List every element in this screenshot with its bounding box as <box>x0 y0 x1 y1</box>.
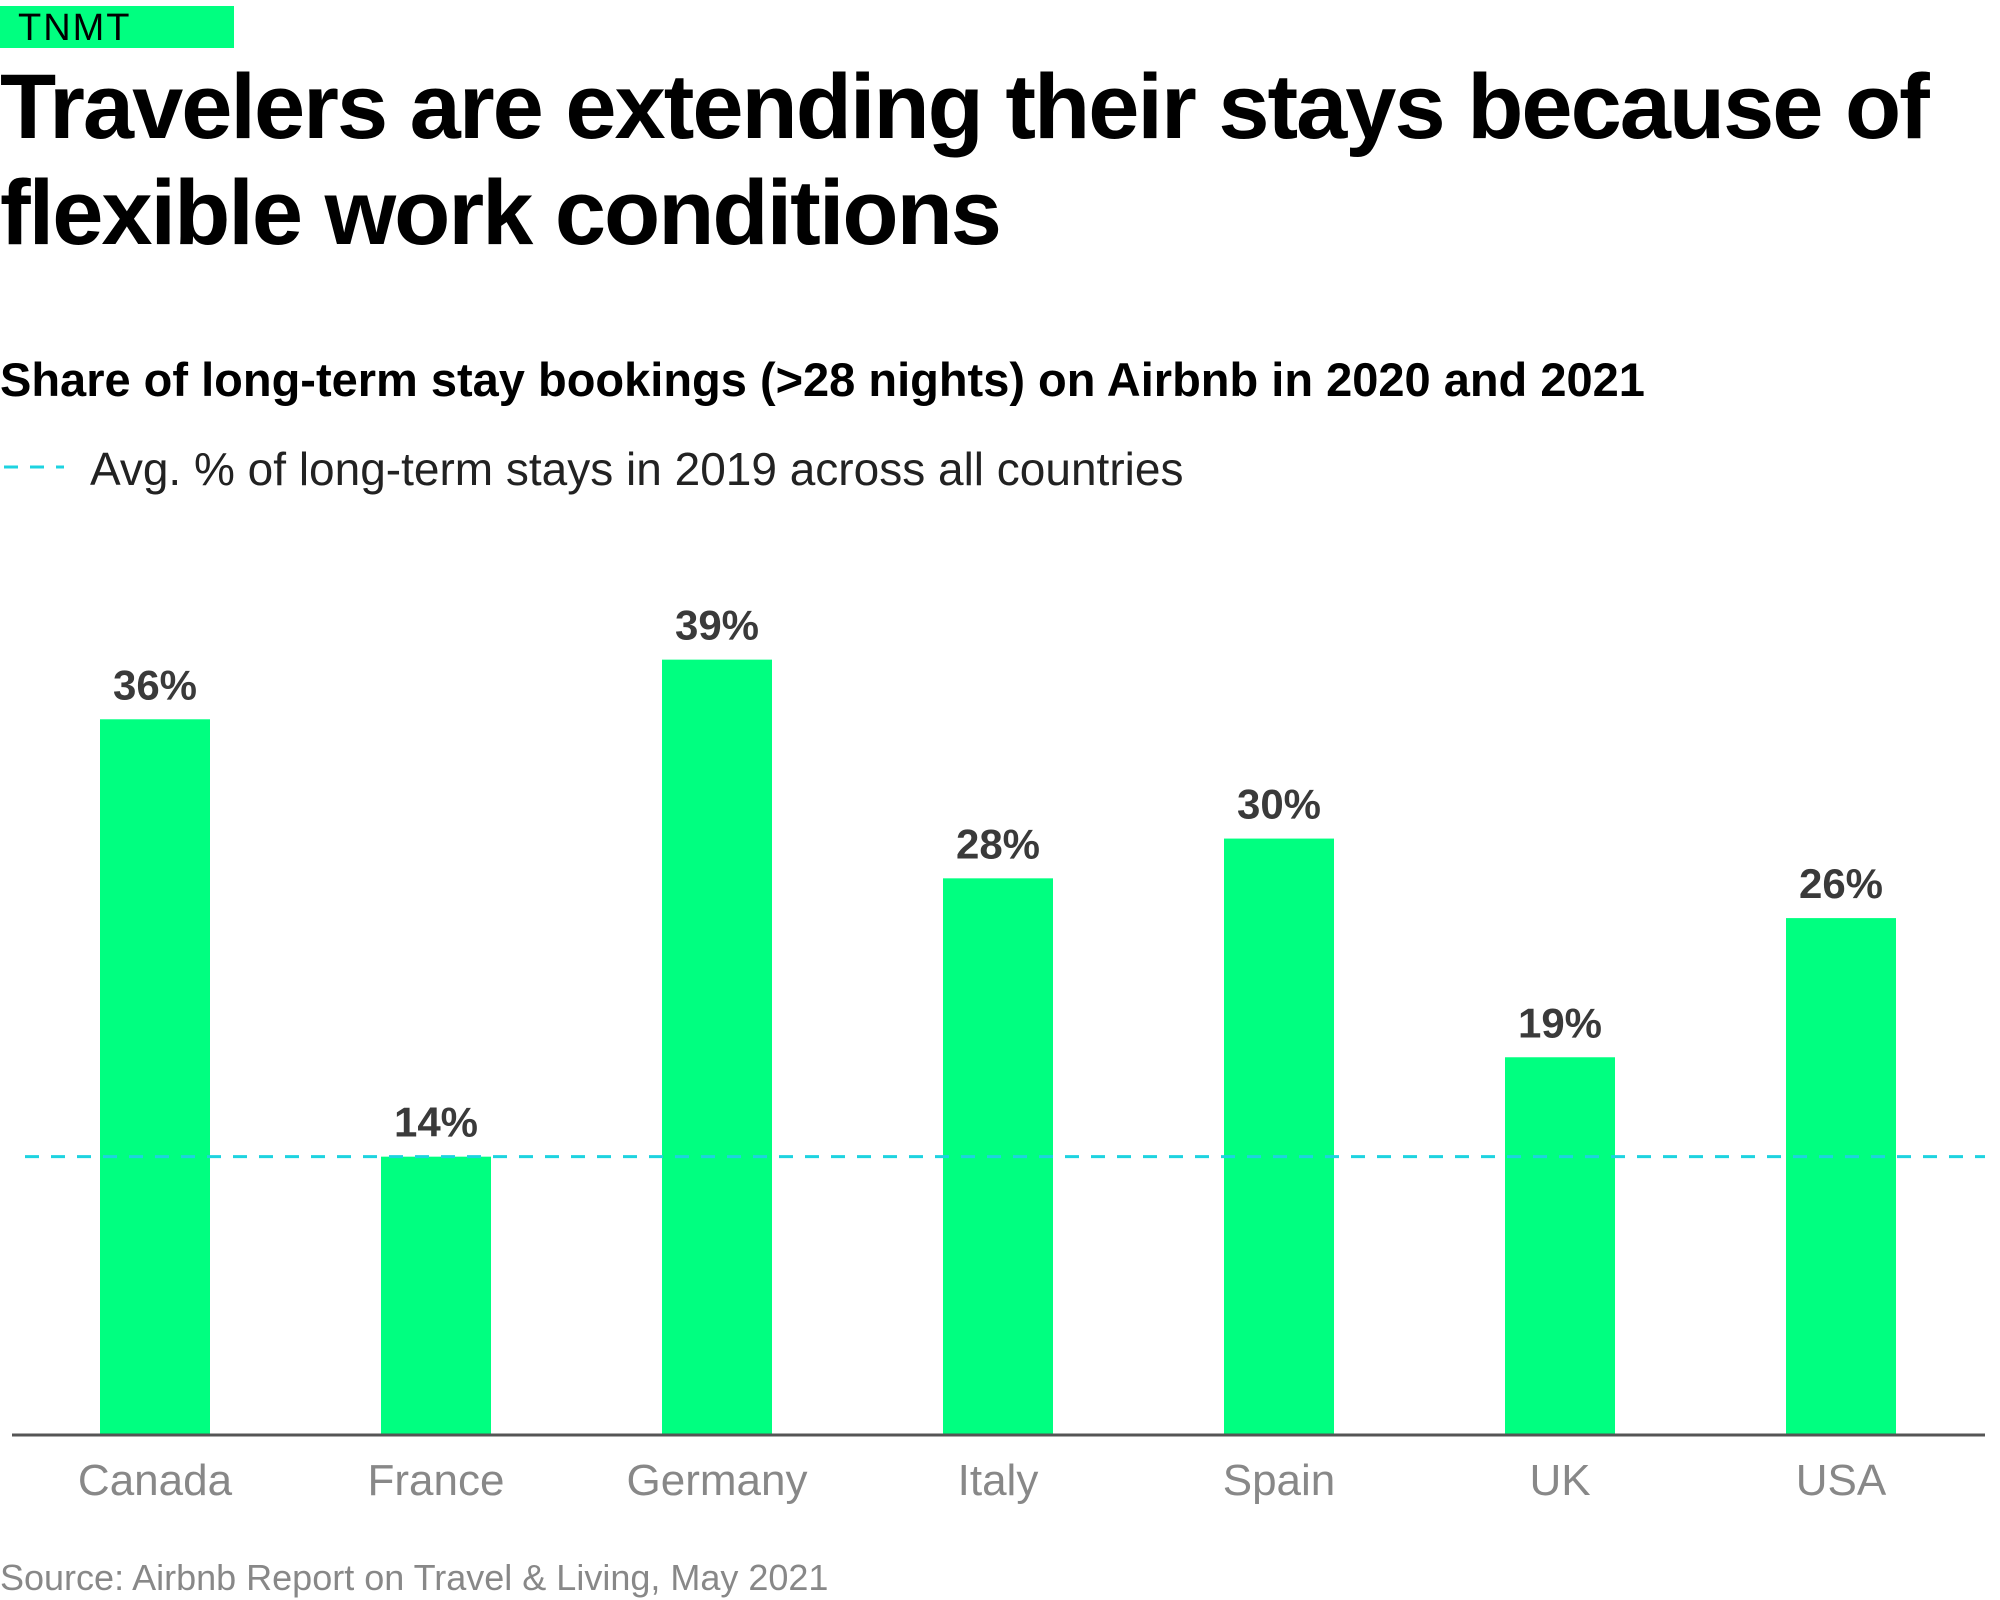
legend-label: Avg. % of long-term stays in 2019 across… <box>90 443 1184 495</box>
bar-france <box>381 1156 491 1435</box>
chart-title: Travelers are extending their stays beca… <box>0 56 1930 264</box>
brand-logo-text: TNMT <box>18 7 132 49</box>
chart-subtitle: Share of long-term stay bookings (>28 ni… <box>0 353 1645 406</box>
data-label-uk: 19% <box>1518 999 1602 1046</box>
legend-dashed-line-swatch <box>0 465 70 471</box>
x-tick-label-usa: USA <box>1796 1456 1887 1505</box>
source-note: Source: Airbnb Report on Travel & Living… <box>0 1557 829 1598</box>
data-label-usa: 26% <box>1799 860 1883 907</box>
data-label-canada: 36% <box>113 661 197 708</box>
bar-germany <box>662 659 772 1435</box>
bar-chart: 36% Canada 14% France 39% Germany 28% Italy 30% S… <box>12 602 1985 1505</box>
x-tick-label-france: France <box>368 1456 505 1505</box>
bar-usa <box>1786 918 1896 1435</box>
data-label-france: 14% <box>394 1099 478 1146</box>
data-label-germany: 39% <box>675 602 759 649</box>
data-label-italy: 28% <box>956 820 1040 867</box>
x-tick-label-italy: Italy <box>958 1456 1039 1505</box>
x-tick-label-spain: Spain <box>1223 1456 1336 1505</box>
x-tick-label-uk: UK <box>1529 1456 1590 1505</box>
bar-spain <box>1224 838 1334 1435</box>
bar-uk <box>1505 1057 1615 1435</box>
data-label-spain: 30% <box>1237 781 1321 828</box>
x-tick-label-germany: Germany <box>627 1456 808 1505</box>
legend: Avg. % of long-term stays in 2019 across… <box>0 440 1183 498</box>
bar-canada <box>100 719 210 1435</box>
brand-logo: TNMT <box>0 6 234 48</box>
x-tick-label-canada: Canada <box>78 1456 233 1505</box>
